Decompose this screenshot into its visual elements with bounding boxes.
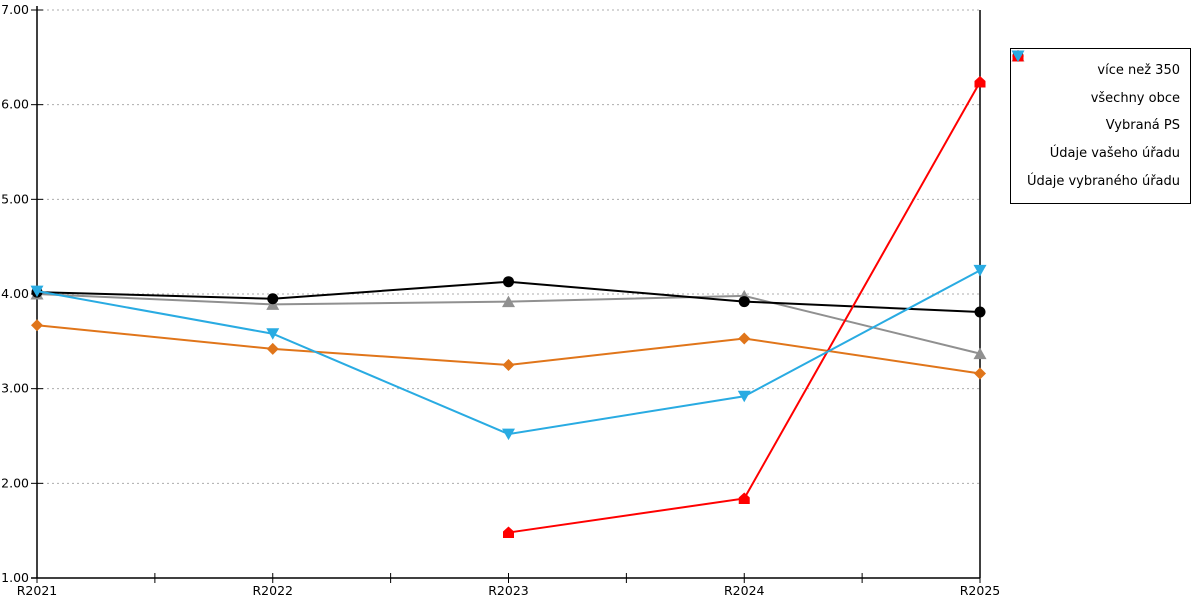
- x-axis-label: R2023: [488, 583, 529, 598]
- legend-label: Údaje vybraného úřadu: [1026, 173, 1180, 189]
- axes: [31, 6, 981, 579]
- series-3: [503, 75, 986, 539]
- data-point: [502, 428, 515, 441]
- x-axis-label: R2021: [17, 583, 58, 598]
- legend-label: Údaje vašeho úřadu: [1049, 146, 1180, 162]
- data-point: [502, 295, 515, 308]
- y-axis-label: 3.00: [1, 381, 29, 396]
- series-4: [30, 264, 987, 441]
- legend-label: všechny obce: [1090, 90, 1180, 106]
- data-point: [30, 285, 44, 298]
- data-point: [266, 328, 280, 340]
- legend-item-3: Údaje vašeho úřadu: [1012, 50, 1180, 162]
- y-axis: 1.00 2.00 3.00 4.00 5.00 6.00 7.00: [1, 2, 43, 585]
- data-point: [737, 390, 751, 403]
- data-point: [267, 293, 279, 305]
- legend-item-2: Vybraná PS: [1011, 50, 1180, 134]
- y-axis-label: 2.00: [1, 475, 29, 490]
- data-point: [502, 359, 515, 371]
- series-0: [31, 319, 986, 380]
- legend-item-4: Údaje vybraného úřadu: [1011, 50, 1180, 189]
- data-point: [974, 306, 986, 318]
- y-axis-label: 5.00: [1, 191, 29, 206]
- x-axis-label: R2024: [724, 583, 765, 598]
- y-axis-label: 6.00: [1, 97, 29, 112]
- y-axis-label: 4.00: [1, 286, 29, 301]
- legend-item-0: více než 350: [1012, 50, 1180, 79]
- gridlines: [37, 9, 980, 484]
- data-point: [738, 492, 750, 504]
- x-axis-label: R2025: [960, 583, 1001, 598]
- data-point: [973, 347, 987, 360]
- triangle-down-legend-marker-icon: [1011, 50, 1025, 62]
- x-axis-label: R2022: [253, 583, 294, 598]
- data-point: [738, 296, 750, 308]
- legend-item-1: všechny obce: [1012, 50, 1180, 106]
- data-point: [973, 264, 987, 277]
- legend-label: Vybraná PS: [1105, 118, 1180, 134]
- data-point: [974, 367, 986, 380]
- x-axis: R2021 R2022 R2023 R2024 R2025: [17, 573, 1001, 598]
- chart-legend: více než 350 všechny obce Vybraná PS Údaje …: [1010, 48, 1191, 204]
- data-point: [738, 332, 751, 345]
- y-axis-label: 1.00: [1, 570, 29, 585]
- data-point: [31, 319, 43, 332]
- data-point: [974, 75, 986, 88]
- legend-label: více než 350: [1097, 63, 1180, 79]
- y-axis-label: 7.00: [1, 2, 29, 17]
- data-point: [503, 526, 514, 539]
- data-point: [266, 342, 279, 355]
- data-point: [503, 276, 514, 288]
